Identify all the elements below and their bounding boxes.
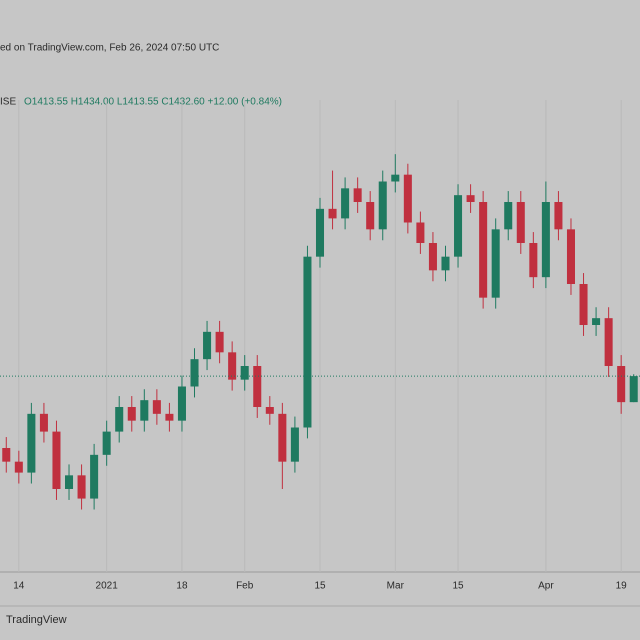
candle-body [579, 284, 588, 325]
candle-body [140, 400, 149, 421]
x-tick-label: 15 [452, 581, 464, 592]
candle-body [353, 188, 362, 202]
candle-body [177, 386, 186, 421]
candle-body [165, 413, 174, 421]
candle-body [617, 366, 626, 403]
candle-body [52, 431, 61, 489]
candle-body [516, 202, 525, 243]
candle-body [629, 376, 638, 403]
x-tick-label: 2021 [96, 581, 119, 592]
candle-body [102, 431, 111, 455]
symbol: ISE [0, 97, 16, 108]
candle-body [303, 256, 312, 428]
ohlc-legend: O1413.55 H1434.00 L1413.55 C1432.60 +12.… [24, 97, 282, 108]
candle-body [152, 400, 161, 414]
candle-body [541, 202, 550, 278]
candle-body [27, 413, 36, 473]
x-tick-label: Apr [538, 581, 554, 592]
x-tick-label: 18 [176, 581, 188, 592]
x-tick-label: Feb [236, 581, 254, 592]
candle-body [403, 174, 412, 223]
candle-body [529, 243, 538, 278]
candle-body [215, 331, 224, 353]
candle-body [115, 407, 124, 432]
candle-body [2, 448, 11, 462]
candle-body [416, 222, 425, 243]
candle-body [428, 243, 437, 271]
candle-body [240, 366, 249, 380]
candle-body [378, 181, 387, 230]
candle-body [265, 407, 274, 414]
x-tick-label: 14 [13, 581, 25, 592]
candle-body [14, 461, 23, 473]
candle-body [491, 229, 500, 298]
candle-body [65, 475, 74, 489]
candle-body [341, 188, 350, 219]
candle-body [391, 174, 400, 182]
candle-body [454, 195, 463, 257]
x-tick-label: Mar [387, 581, 405, 592]
candle-body [366, 202, 375, 230]
candle-body [328, 208, 337, 219]
candle-body [441, 256, 450, 271]
candle-body [290, 427, 299, 462]
candle-body [190, 359, 199, 387]
candle-body [77, 475, 86, 499]
candle-body [479, 202, 488, 298]
candle-body [90, 454, 99, 499]
candle-body [466, 195, 475, 202]
candle-body [566, 229, 575, 284]
source-line: ed on TradingView.com, Feb 26, 2024 07:5… [0, 43, 219, 54]
candle-body [39, 413, 48, 432]
candle-body [554, 202, 563, 230]
candle-body [604, 318, 613, 366]
candle-body [253, 366, 262, 407]
x-tick-label: 15 [314, 581, 326, 592]
candle-body [203, 331, 212, 360]
x-tick-label: 19 [616, 581, 628, 592]
brand: TradingView [6, 614, 67, 626]
candle-body [504, 202, 513, 230]
candle-body [127, 407, 136, 421]
candle-body [228, 352, 237, 380]
candle-body [592, 318, 601, 325]
candle-body [278, 413, 287, 462]
candle-body [315, 208, 325, 257]
